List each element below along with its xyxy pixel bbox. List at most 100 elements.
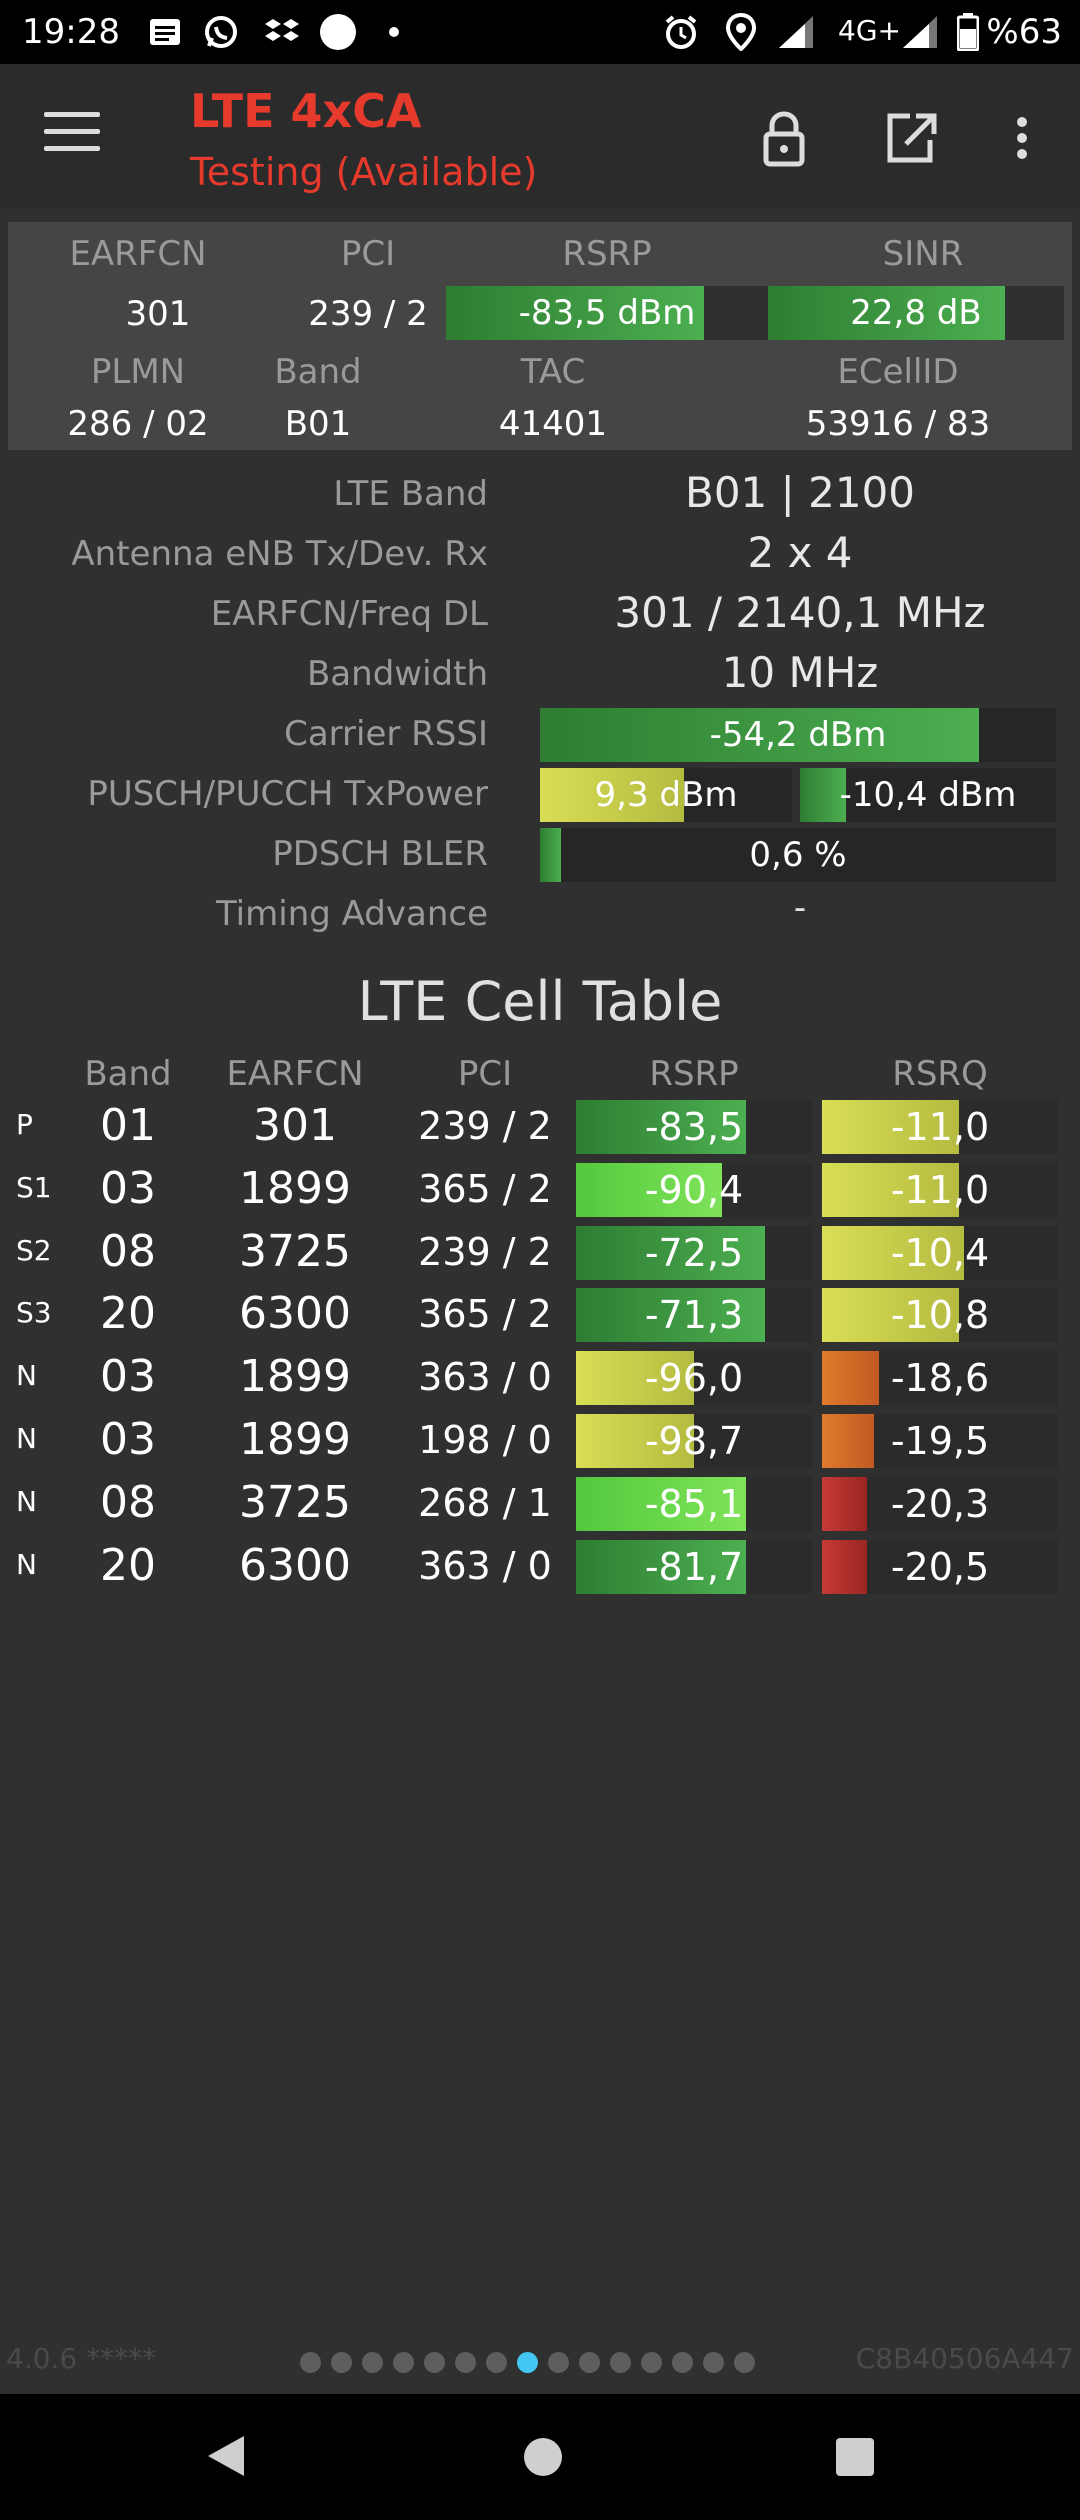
open-external-icon[interactable] [882,108,942,168]
table-row: N 03 1899 198 / 0 -98,7 -19,5 [0,1410,1080,1472]
alarm-icon [662,14,700,50]
cell-rsrp-value: -85,1 [644,1481,744,1526]
device-id: C8B40506A447 [855,2342,1074,2375]
page-dot[interactable] [331,2352,352,2373]
cell-rsrp-fill [576,1100,746,1154]
cell-type: P [16,1108,33,1141]
page-dot[interactable] [548,2352,569,2373]
cell-rsrq-value: -11,0 [890,1167,990,1212]
cell-type: N [16,1547,37,1581]
cell-rsrp-fill [576,1351,694,1406]
ecellid-value: 53916 / 83 [805,404,991,444]
cell-rsrq-bar: -19,5 [822,1414,1058,1468]
sinr-label: SINR [882,234,964,274]
table-row: S2 08 3725 239 / 2 -72,5 -10,4 [0,1222,1080,1284]
network-type: 4G+ [838,14,901,47]
bler-bar: 0,6 % [540,828,1056,882]
back-icon[interactable] [208,2436,244,2476]
cell-band: 03 [100,1414,156,1465]
page-dot[interactable] [486,2352,507,2373]
cell-rsrq-fill [822,1100,959,1154]
table-row: S3 20 6300 365 / 2 -71,3 -10,8 [0,1284,1080,1346]
cell-band: 08 [100,1476,156,1528]
cell-earfcn: 1899 [239,1351,351,1403]
cell-rsrq-value: -18,6 [890,1356,990,1401]
cell-rsrp-bar: -71,3 [576,1288,812,1343]
page-dot[interactable] [424,2352,445,2373]
cell-rsrp-fill [576,1414,694,1468]
pucch-value: -10,4 dBm [839,775,1017,815]
page-dot[interactable] [703,2352,724,2373]
cell-rsrp-fill [576,1476,746,1531]
cell-band: 20 [100,1539,156,1591]
page-dot[interactable] [393,2352,414,2373]
cell-pci: 365 / 2 [418,1292,552,1337]
dot-icon [386,14,402,50]
cell-rsrq-bar: -20,3 [822,1476,1058,1531]
bandwidth-value: 10 MHz [721,648,879,697]
cell-band: 03 [100,1351,156,1403]
cell-rsrq-fill [822,1162,959,1217]
table-row: S1 03 1899 365 / 2 -90,4 -11,0 [0,1159,1080,1221]
antenna-value: 2 x 4 [747,528,853,577]
cell-type: S2 [16,1233,52,1267]
navigation-bar [0,2394,1080,2520]
pucch-bar-fill [800,768,847,822]
more-vert-icon[interactable] [1004,108,1040,168]
sinr-bar: 22,8 dB [768,286,1064,340]
cell-rsrp-value: -96,0 [644,1356,744,1401]
carrier-rssi-bar-fill [540,708,979,762]
cell-rsrp-bar: -90,4 [576,1162,812,1217]
cell-earfcn: 3725 [239,1225,351,1277]
cell-type: N [16,1484,37,1518]
cell-rsrq-value: -20,5 [890,1544,990,1589]
pusch-value: 9,3 dBm [594,775,738,815]
lock-icon[interactable] [754,108,814,168]
whatsapp-icon [202,14,240,50]
page-dot[interactable] [300,2352,321,2373]
timing-advance-value: - [793,888,807,928]
cell-rsrp-bar: -85,1 [576,1476,812,1531]
table-row: P 01 301 239 / 2 -83,5 -11,0 [0,1096,1080,1158]
cell-rsrq-bar: -11,0 [822,1100,1058,1154]
cell-band: 03 [100,1162,156,1214]
cell-rsrq-value: -11,0 [890,1105,990,1149]
cell-rsrq-bar: -10,8 [822,1288,1058,1343]
page-dot[interactable] [579,2352,600,2373]
cell-rsrp-bar: -98,7 [576,1414,812,1468]
cell-pci: 239 / 2 [418,1229,552,1274]
recents-icon[interactable] [836,2438,874,2476]
page-dot[interactable] [455,2352,476,2373]
page-dot[interactable] [672,2352,693,2373]
cell-rsrq-bar: -11,0 [822,1162,1058,1217]
page-dot[interactable] [362,2352,383,2373]
cell-earfcn: 1899 [239,1162,351,1214]
header-band: Band [84,1054,172,1094]
battery-percent: %63 [986,12,1062,52]
cell-type: N [16,1422,37,1455]
status-time: 19:28 [22,12,120,52]
page-dot[interactable] [517,2352,538,2373]
rsrp-label: RSRP [562,234,652,274]
home-icon[interactable] [524,2438,562,2476]
cell-rsrq-bar: -10,4 [822,1225,1058,1280]
carrier-rssi-label: Carrier RSSI [284,714,488,754]
earfcn-value: 301 [125,294,191,334]
page-dot[interactable] [734,2352,755,2373]
cell-rsrp-fill [576,1225,765,1280]
tac-label: TAC [520,352,586,392]
rsrp-value: -83,5 dBm [518,293,696,333]
earfcn-label: EARFCN [69,234,207,274]
cell-table-title: LTE Cell Table [357,970,723,1033]
carrier-rssi-value: -54,2 dBm [709,715,887,755]
cell-rsrq-bar: -18,6 [822,1351,1058,1406]
antenna-label: Antenna eNB Tx/Dev. Rx [71,534,488,574]
rsrp-bar-fill [446,286,704,340]
txpower-label: PUSCH/PUCCH TxPower [87,774,488,814]
page-dot[interactable] [641,2352,662,2373]
table-row: N 08 3725 268 / 1 -85,1 -20,3 [0,1473,1080,1535]
page-dot[interactable] [610,2352,631,2373]
cell-band: 08 [100,1225,156,1277]
menu-icon[interactable] [44,112,100,160]
